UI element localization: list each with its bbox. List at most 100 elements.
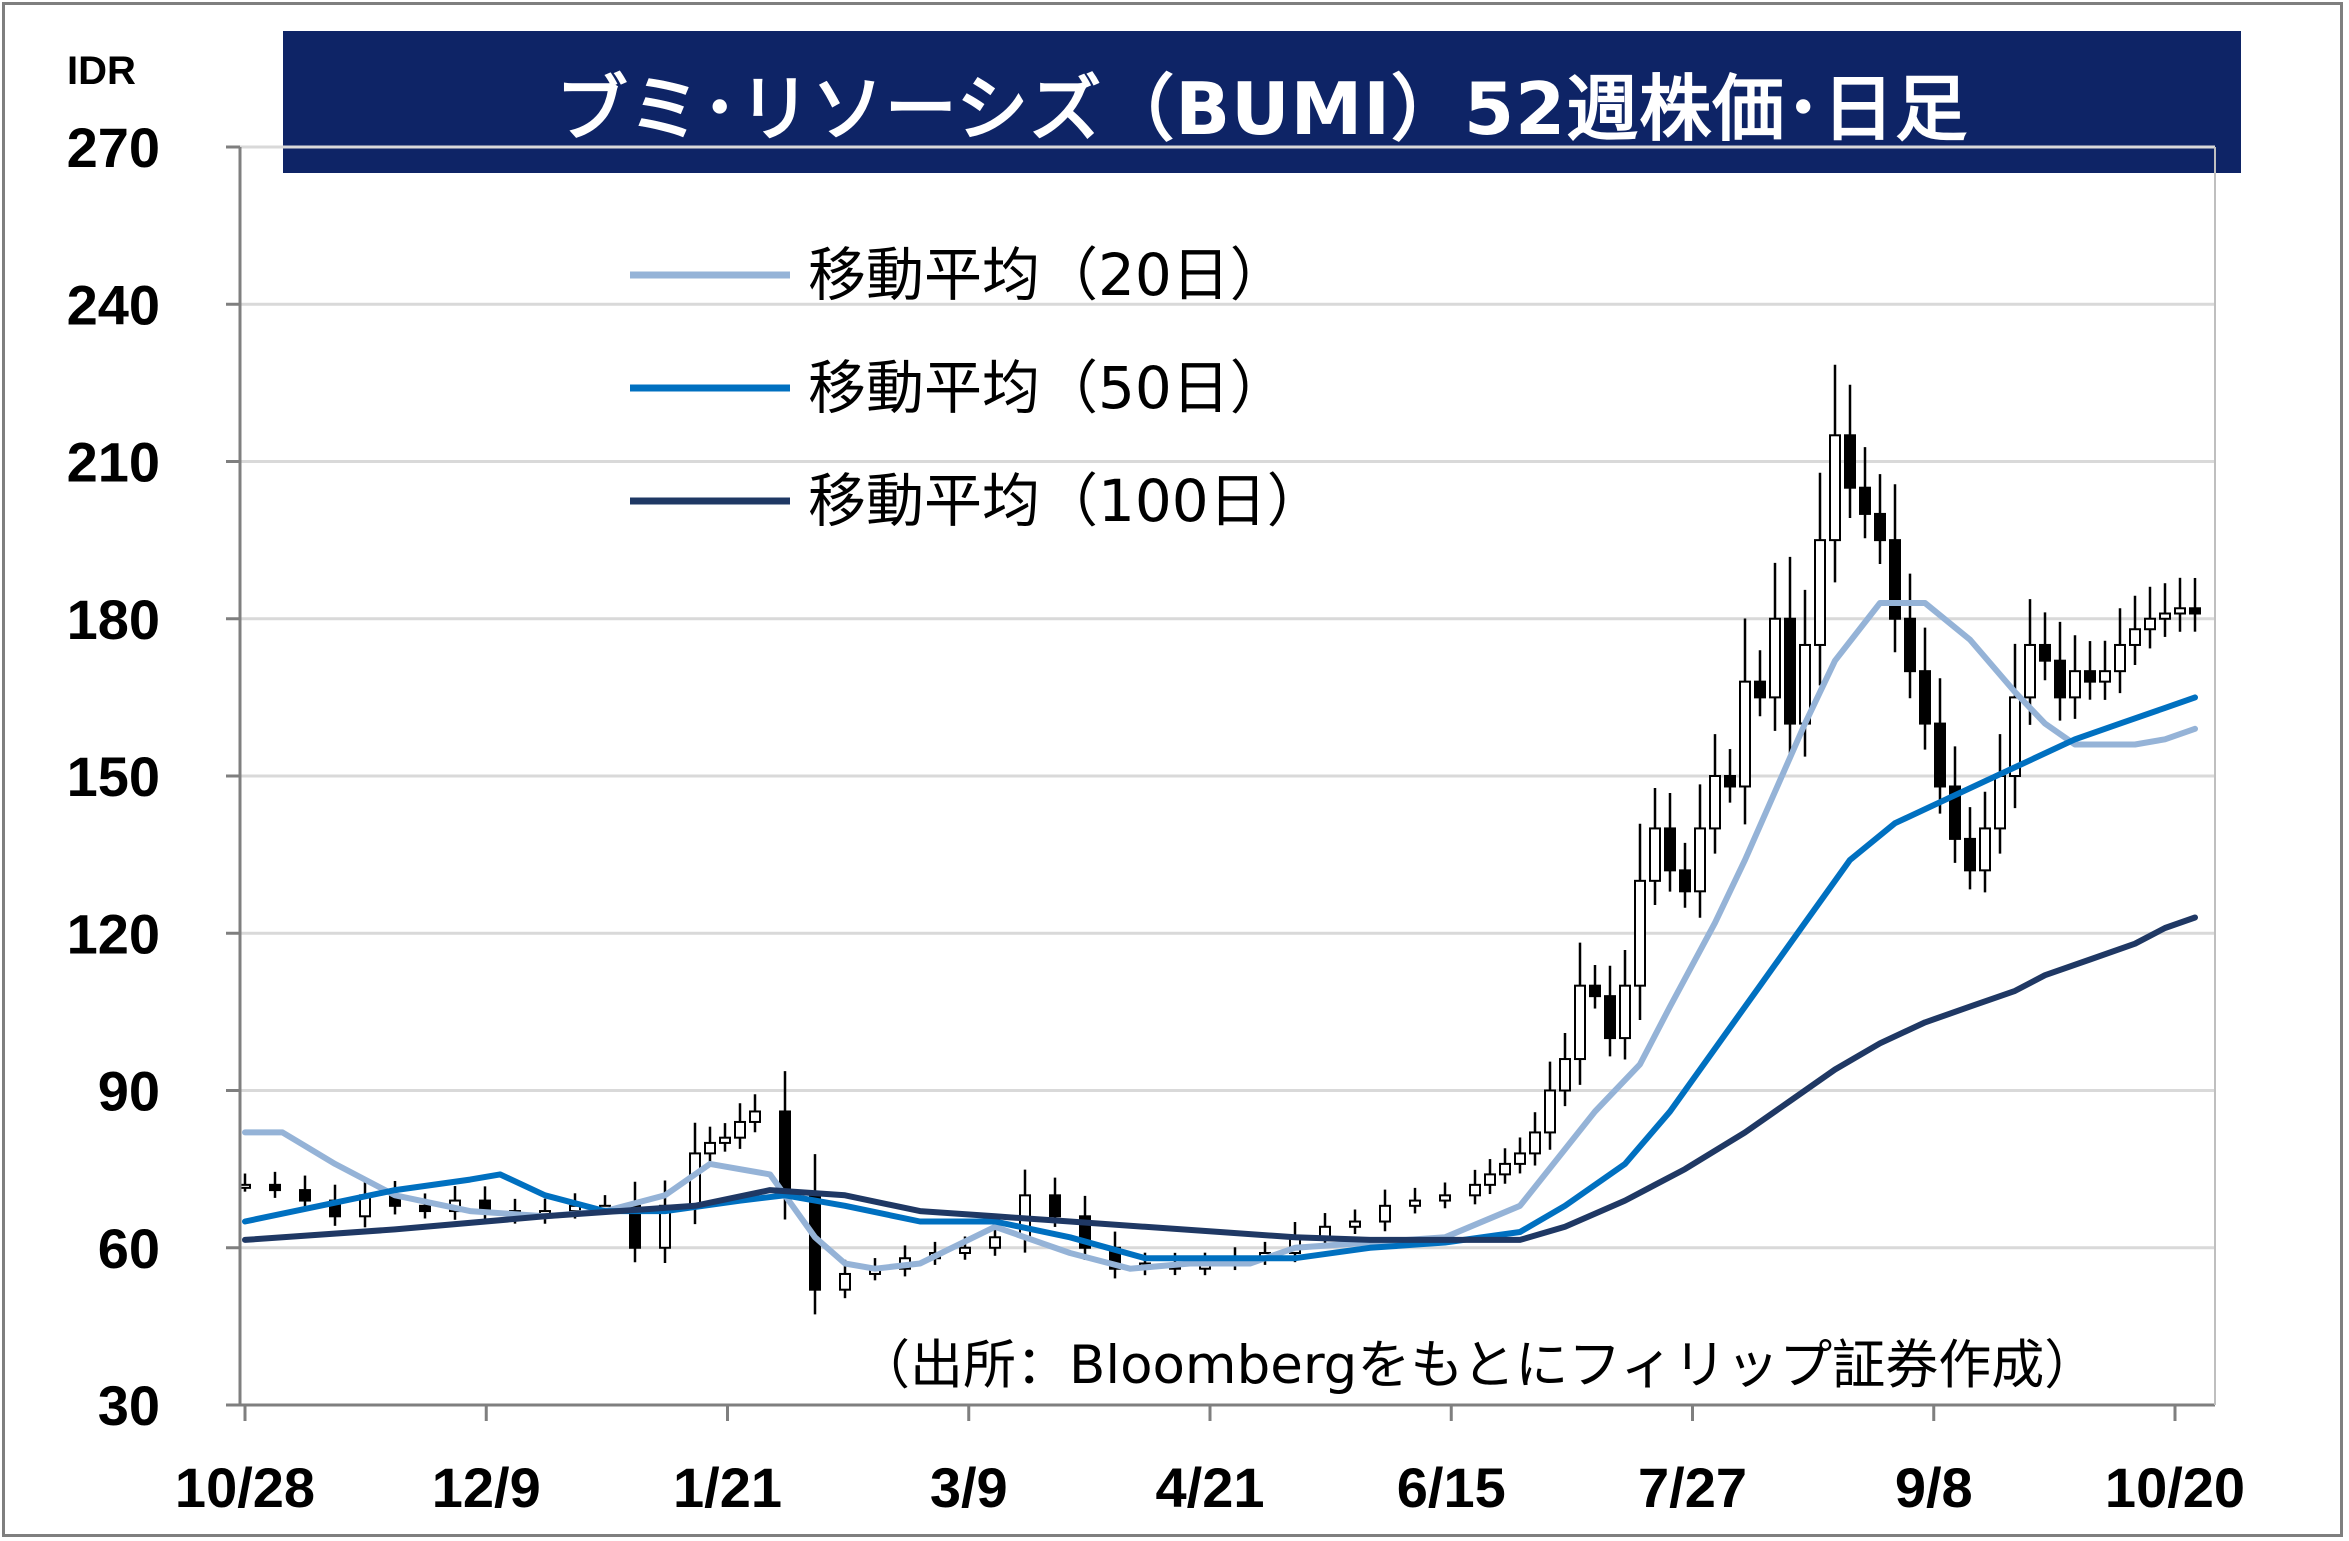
candle-body bbox=[2024, 643, 2036, 699]
ma100-line bbox=[242, 914, 2198, 1243]
legend: 移動平均（20日） 移動平均（50日） 移動平均（100日） bbox=[630, 241, 1325, 535]
x-tick-label: 6/15 bbox=[1397, 1456, 1506, 1519]
moving-average-lines bbox=[242, 600, 2198, 1272]
candle-body bbox=[1739, 680, 1751, 788]
candle-body bbox=[719, 1136, 731, 1144]
candle-body bbox=[1829, 434, 1841, 542]
ma20-line bbox=[242, 600, 2198, 1272]
x-tick-label: 7/27 bbox=[1638, 1456, 1747, 1519]
candle-body bbox=[1469, 1183, 1481, 1197]
candle-body bbox=[839, 1272, 851, 1291]
candle-body bbox=[2084, 670, 2096, 683]
candle-body bbox=[1604, 995, 1616, 1040]
candle-body bbox=[1859, 486, 1871, 515]
candle-body bbox=[1649, 827, 1661, 882]
x-tick-label: 10/20 bbox=[2105, 1456, 2245, 1519]
candle-body bbox=[1874, 512, 1886, 542]
candle-body bbox=[2174, 607, 2186, 615]
candle-body bbox=[2099, 670, 2111, 683]
y-axis-ticks: 270 240 210 180 150 120 90 60 30 bbox=[67, 116, 240, 1437]
candle-body bbox=[1814, 539, 1826, 646]
candle-body bbox=[1964, 837, 1976, 872]
candle-body bbox=[1514, 1152, 1526, 1165]
candle-body bbox=[1709, 775, 1721, 830]
candle-body bbox=[989, 1236, 1001, 1249]
candle-body bbox=[2009, 696, 2021, 777]
candle-body bbox=[1484, 1173, 1496, 1186]
candle-body bbox=[1919, 670, 1931, 725]
y-tick-label: 150 bbox=[67, 745, 160, 808]
candle-body bbox=[1349, 1220, 1361, 1228]
candle-body bbox=[1979, 827, 1991, 872]
y-tick-label: 180 bbox=[67, 588, 160, 651]
chart-title-banner: ブミ･リソーシズ（BUMI）52週株価･日足 bbox=[283, 31, 2241, 173]
x-tick-label: 3/9 bbox=[930, 1456, 1008, 1519]
x-tick-label: 1/21 bbox=[673, 1456, 782, 1519]
candle-body bbox=[1769, 617, 1781, 699]
candle-body bbox=[1529, 1131, 1541, 1155]
y-tick-label: 240 bbox=[67, 273, 160, 336]
candle-body bbox=[1844, 434, 1856, 489]
x-tick-label: 9/8 bbox=[1895, 1456, 1973, 1519]
candle-body bbox=[1409, 1199, 1421, 1207]
candle-body bbox=[269, 1183, 281, 1192]
candle-body bbox=[1679, 869, 1691, 893]
candle-body bbox=[704, 1141, 716, 1155]
candle-body bbox=[2189, 607, 2201, 615]
axes bbox=[238, 147, 2216, 1407]
candle-body bbox=[299, 1189, 311, 1202]
candle-body bbox=[2069, 670, 2081, 699]
candle-body bbox=[1544, 1089, 1556, 1134]
x-axis-ticks: 10/28 12/9 1/21 3/9 4/21 6/15 7/27 9/8 10/20 bbox=[175, 1405, 2245, 1519]
candle-body bbox=[1634, 879, 1646, 987]
candle-body bbox=[1049, 1194, 1061, 1218]
y-tick-label: 60 bbox=[98, 1217, 160, 1280]
candle-body bbox=[1754, 680, 1766, 699]
candle-body bbox=[1589, 984, 1601, 998]
candle-body bbox=[734, 1120, 746, 1139]
y-tick-label: 30 bbox=[98, 1374, 160, 1437]
ma50-line bbox=[242, 694, 2198, 1262]
y-tick-label: 210 bbox=[67, 431, 160, 494]
y-tick-label: 270 bbox=[67, 116, 160, 179]
x-tick-label: 4/21 bbox=[1156, 1456, 1265, 1519]
legend-label: 移動平均（50日） bbox=[808, 354, 1288, 422]
candle-body bbox=[1949, 785, 1961, 840]
y-axis-unit-label: IDR bbox=[67, 49, 136, 93]
candle-body bbox=[2039, 643, 2051, 662]
candle-body bbox=[2114, 643, 2126, 673]
x-tick-label: 12/9 bbox=[432, 1456, 541, 1519]
candle-body bbox=[1934, 722, 1946, 788]
candle-body bbox=[749, 1110, 761, 1123]
legend-label: 移動平均（100日） bbox=[808, 467, 1325, 535]
y-tick-label: 90 bbox=[98, 1060, 160, 1123]
candle-body bbox=[1574, 984, 1586, 1061]
chart-title: ブミ･リソーシズ（BUMI）52週株価･日足 bbox=[555, 66, 1969, 151]
candle-body bbox=[1559, 1058, 1571, 1092]
stock-chart: 270 240 210 180 150 120 90 60 30 10/28 12/9 1/21 3/… bbox=[67, 116, 2246, 1519]
candle-body bbox=[1784, 617, 1796, 725]
x-tick-label: 10/28 bbox=[175, 1456, 315, 1519]
candlesticks bbox=[239, 364, 2201, 1315]
candle-body bbox=[1889, 539, 1901, 620]
candle-body bbox=[2144, 617, 2156, 631]
candle-body bbox=[1619, 984, 1631, 1040]
candle-body bbox=[1694, 827, 1706, 893]
legend-label: 移動平均（20日） bbox=[808, 241, 1288, 309]
candle-body bbox=[1904, 617, 1916, 673]
candle-body bbox=[419, 1204, 431, 1213]
candle-body bbox=[1724, 775, 1736, 788]
gridlines bbox=[240, 145, 2215, 1250]
candle-body bbox=[2159, 612, 2171, 620]
candle-body bbox=[959, 1246, 971, 1254]
candle-body bbox=[2054, 659, 2066, 699]
candle-body bbox=[1079, 1215, 1091, 1249]
candle-body bbox=[1994, 775, 2006, 830]
y-tick-label: 120 bbox=[67, 902, 160, 965]
candle-body bbox=[1664, 827, 1676, 872]
candle-body bbox=[1439, 1194, 1451, 1202]
candle-body bbox=[779, 1110, 791, 1197]
candle-body bbox=[2129, 628, 2141, 646]
candle-body bbox=[1379, 1204, 1391, 1223]
